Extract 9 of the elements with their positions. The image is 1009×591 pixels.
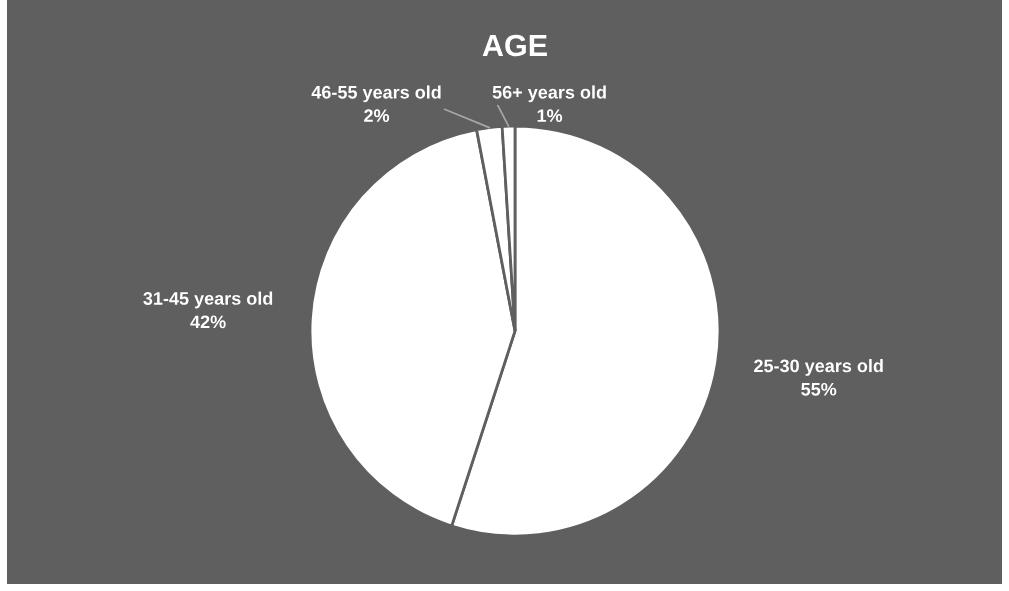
slice-label: 56+ years old: [492, 85, 606, 103]
slice-label: 46-55 years old: [311, 85, 441, 103]
data-label: 1%: [537, 109, 563, 122]
data-label: 42%: [190, 315, 226, 329]
data-label: 2%: [364, 109, 390, 122]
data-label: 55%: [801, 382, 837, 396]
slice-label: 25-30 years old: [754, 359, 883, 376]
chart-title: AGE: [482, 34, 547, 57]
slice-label: 31-45 years old: [143, 291, 273, 309]
